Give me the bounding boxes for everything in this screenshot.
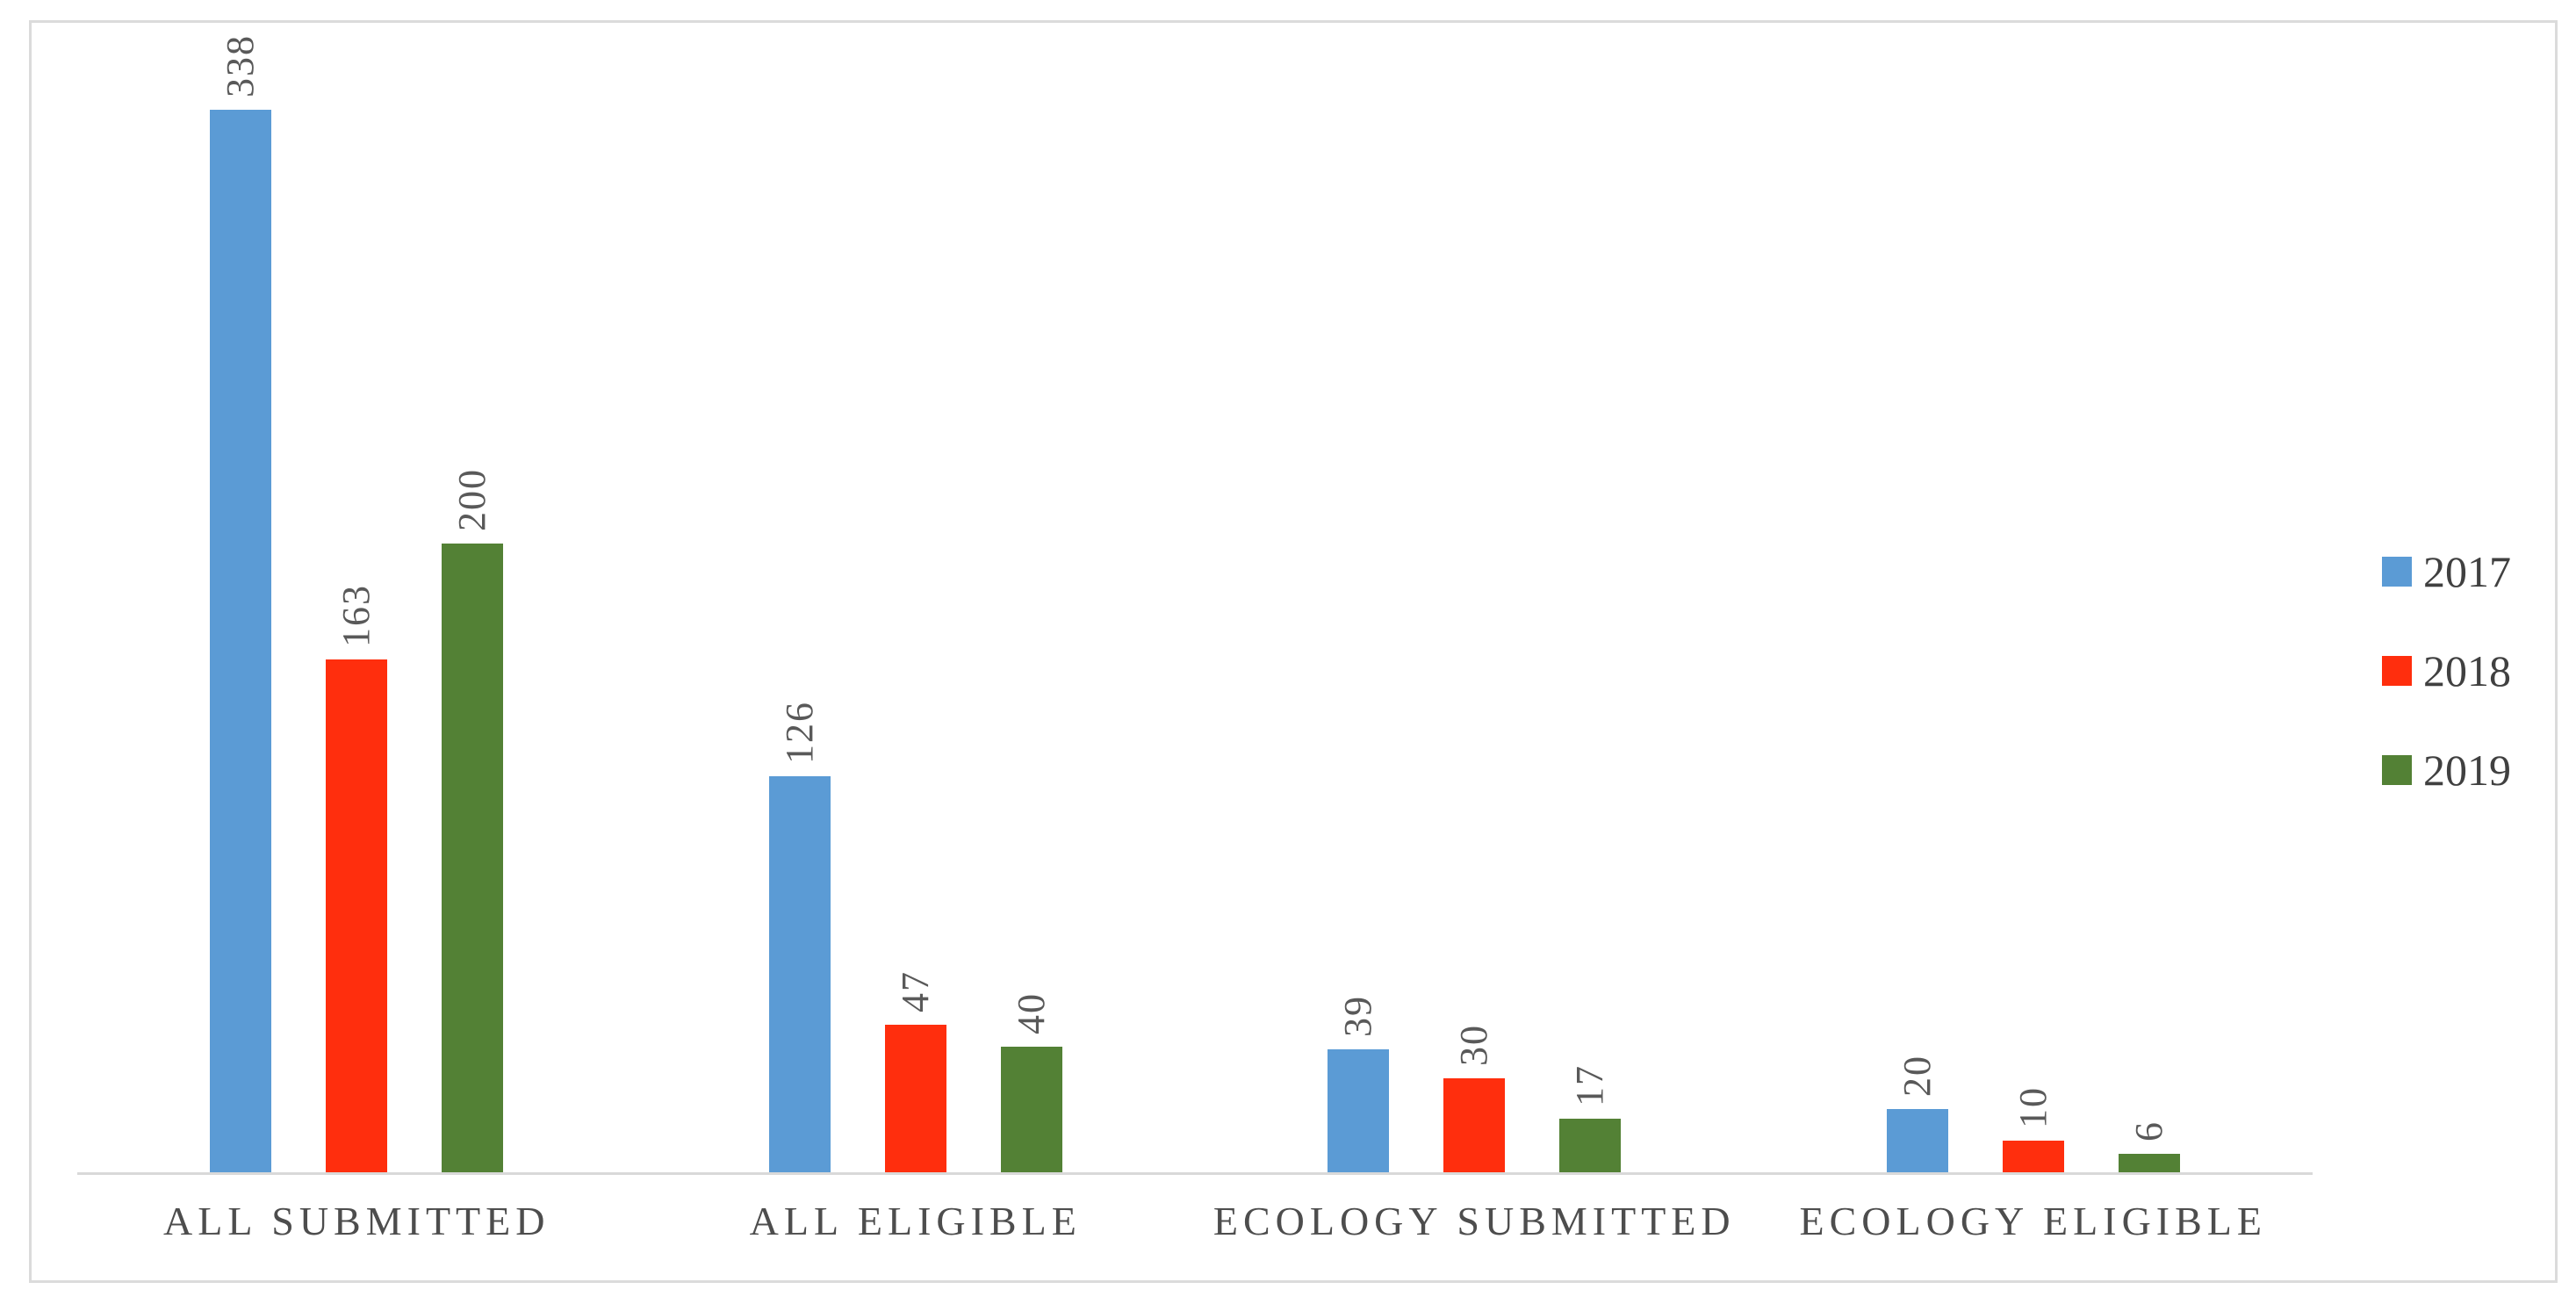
bar-group-all-eligible: 126 47 40 bbox=[637, 23, 1196, 1172]
category-label-all-submitted: ALL SUBMITTED bbox=[163, 1199, 550, 1243]
x-axis-line bbox=[77, 1172, 2313, 1175]
bar-2017-ecology-eligible bbox=[1886, 1109, 1948, 1172]
bar-value-label-2017-all-submitted: 338 bbox=[219, 34, 263, 97]
legend-swatch-icon-2017 bbox=[2382, 557, 2412, 587]
category-label-all-eligible: ALL ELIGIBLE bbox=[749, 1199, 1082, 1243]
bar-value-label-2017-all-eligible: 126 bbox=[777, 701, 821, 764]
bar-value-label-2019-all-eligible: 40 bbox=[1009, 992, 1053, 1034]
bar-value-label-2018-all-submitted: 163 bbox=[335, 584, 378, 647]
chart-figure-border: 338 163 200 126 47 40 39 30 17 20 10 6 ALL SUBMITTE… bbox=[29, 20, 2558, 1283]
bar-value-label-2019-ecology-submitted: 17 bbox=[1568, 1064, 1612, 1106]
bar-2017-all-submitted bbox=[210, 110, 272, 1172]
bar-group-ecology-submitted: 39 30 17 bbox=[1195, 23, 1754, 1172]
legend-item-2018: 2018 bbox=[2382, 649, 2511, 693]
bar-cell-2017-ecology-eligible: 20 bbox=[1886, 23, 1948, 1172]
bar-groups: 338 163 200 126 47 40 39 30 17 20 10 6 bbox=[77, 23, 2313, 1172]
category-label-ecology-eligible: ECOLOGY ELIGIBLE bbox=[1799, 1199, 2267, 1243]
bar-cell-2018-ecology-submitted: 30 bbox=[1443, 23, 1506, 1172]
bar-2018-ecology-eligible bbox=[2002, 1141, 2064, 1172]
bar-2017-all-eligible bbox=[768, 776, 831, 1172]
bar-2018-ecology-submitted bbox=[1443, 1078, 1506, 1172]
bar-cell-2019-all-submitted: 200 bbox=[442, 23, 504, 1172]
legend-item-2019: 2019 bbox=[2382, 748, 2511, 792]
bar-value-label-2019-ecology-eligible: 6 bbox=[2126, 1120, 2170, 1142]
legend-item-2017: 2017 bbox=[2382, 550, 2511, 594]
bar-value-label-2018-ecology-submitted: 30 bbox=[1452, 1024, 1496, 1066]
bar-cell-2019-ecology-submitted: 17 bbox=[1559, 23, 1622, 1172]
bar-group-ecology-eligible: 20 10 6 bbox=[1754, 23, 2313, 1172]
legend-label-2017: 2017 bbox=[2423, 547, 2511, 596]
bar-value-label-2018-all-eligible: 47 bbox=[893, 970, 937, 1012]
bar-value-label-2018-ecology-eligible: 10 bbox=[2011, 1086, 2054, 1128]
bar-2019-all-submitted bbox=[442, 544, 504, 1172]
category-axis-labels: ALL SUBMITTED ALL ELIGIBLE ECOLOGY SUBMITT… bbox=[77, 1198, 2313, 1244]
bar-2019-all-eligible bbox=[1000, 1047, 1062, 1172]
bar-value-label-2017-ecology-submitted: 39 bbox=[1336, 995, 1380, 1037]
legend-swatch-icon-2018 bbox=[2382, 656, 2412, 686]
bar-cell-2018-ecology-eligible: 10 bbox=[2002, 23, 2064, 1172]
bar-2019-ecology-submitted bbox=[1559, 1119, 1622, 1172]
bar-cell-2019-ecology-eligible: 6 bbox=[2118, 23, 2180, 1172]
bar-2019-ecology-eligible bbox=[2118, 1154, 2180, 1172]
bar-2018-all-submitted bbox=[326, 659, 388, 1172]
bar-cell-2017-all-eligible: 126 bbox=[768, 23, 831, 1172]
legend: 2017 2018 2019 bbox=[2382, 550, 2511, 847]
bar-cell-2019-all-eligible: 40 bbox=[1000, 23, 1062, 1172]
legend-swatch-icon-2019 bbox=[2382, 755, 2412, 785]
bar-cell-2017-ecology-submitted: 39 bbox=[1328, 23, 1390, 1172]
bar-cell-2017-all-submitted: 338 bbox=[210, 23, 272, 1172]
bar-2018-all-eligible bbox=[884, 1025, 946, 1172]
plot-area: 338 163 200 126 47 40 39 30 17 20 10 6 bbox=[77, 23, 2313, 1172]
legend-label-2018: 2018 bbox=[2423, 646, 2511, 695]
bar-cell-2018-all-eligible: 47 bbox=[884, 23, 946, 1172]
bar-2017-ecology-submitted bbox=[1328, 1049, 1390, 1172]
bar-value-label-2019-all-submitted: 200 bbox=[450, 468, 494, 531]
category-label-ecology-submitted: ECOLOGY SUBMITTED bbox=[1212, 1199, 1736, 1243]
legend-label-2019: 2019 bbox=[2423, 746, 2511, 795]
bar-value-label-2017-ecology-eligible: 20 bbox=[1895, 1055, 1939, 1097]
bar-group-all-submitted: 338 163 200 bbox=[77, 23, 637, 1172]
bar-cell-2018-all-submitted: 163 bbox=[326, 23, 388, 1172]
